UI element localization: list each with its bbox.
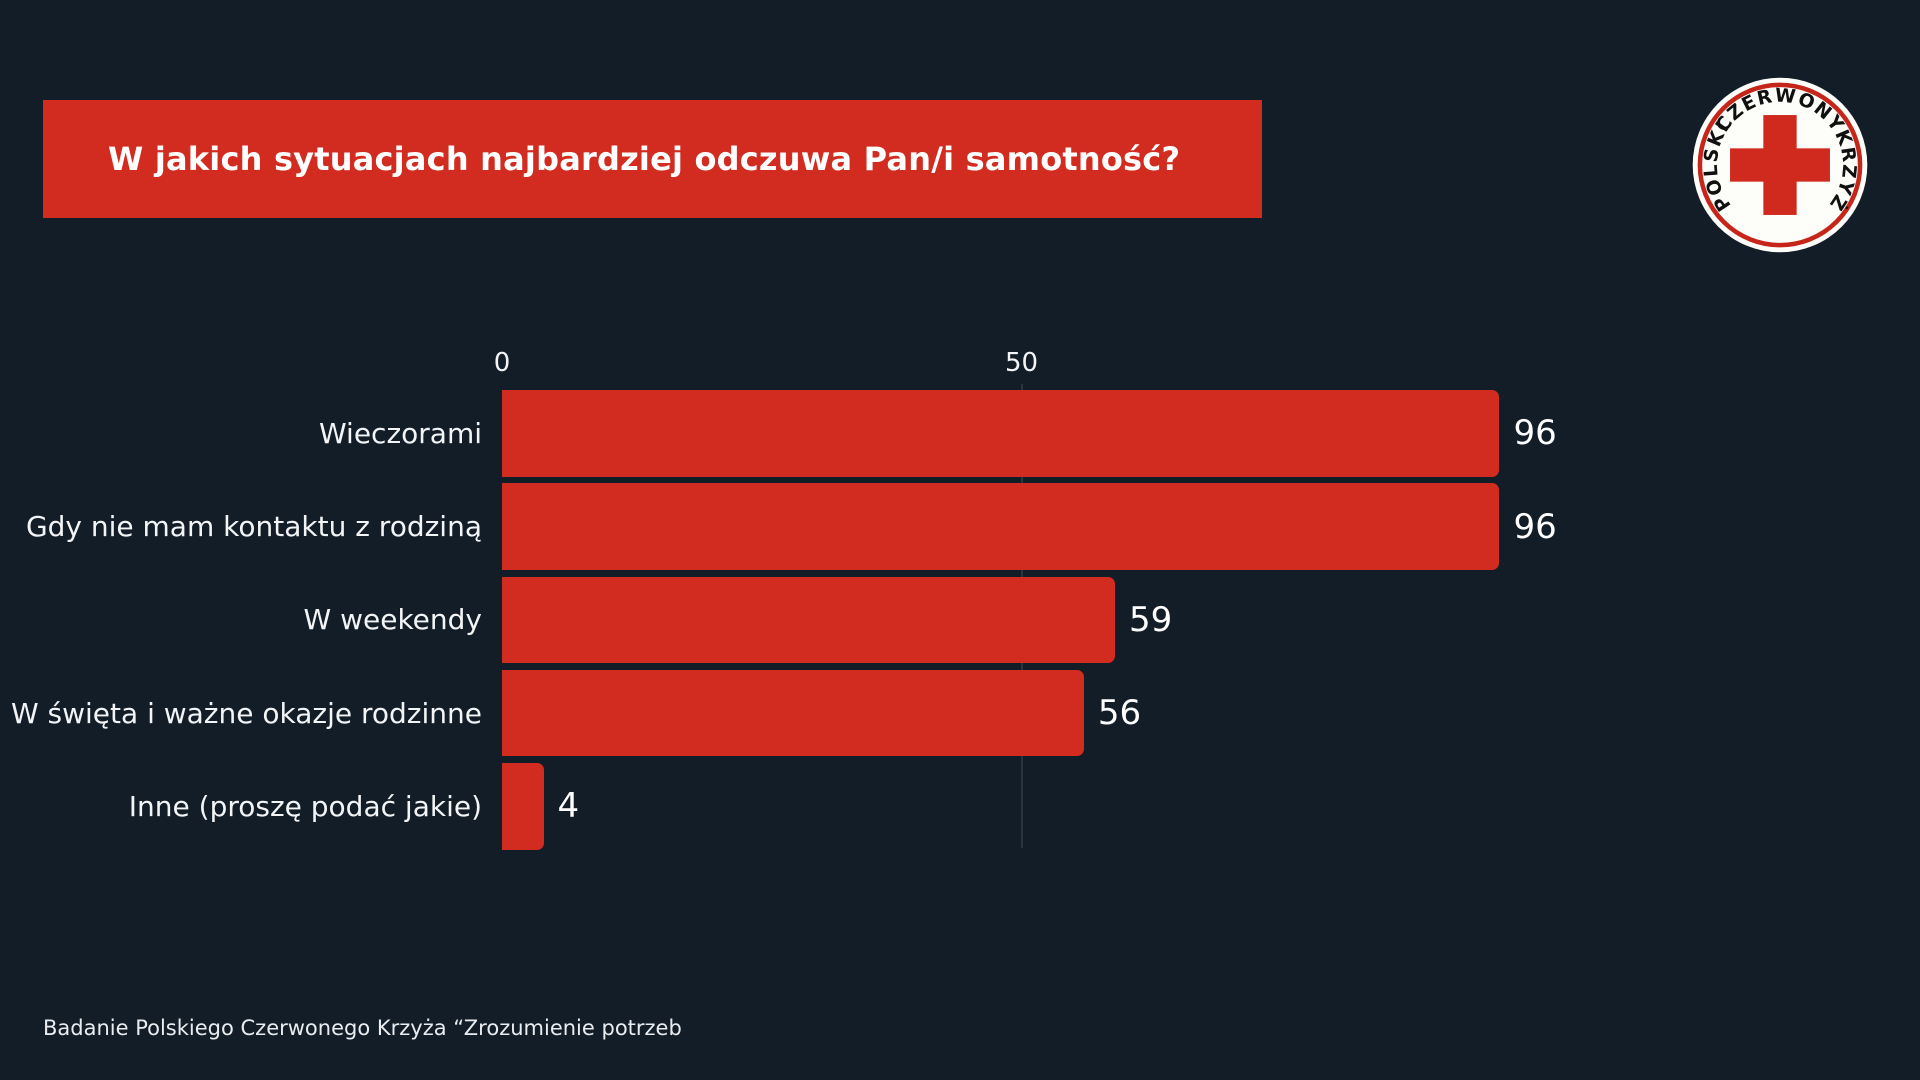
logo-ring bbox=[1697, 82, 1863, 248]
bar bbox=[502, 669, 1084, 757]
value-label: 4 bbox=[557, 786, 580, 827]
category-label: W weekendy bbox=[303, 603, 482, 637]
bar bbox=[502, 483, 1500, 570]
value-label: 96 bbox=[1513, 413, 1557, 454]
bar-row: W weekendy 59 bbox=[0, 576, 1920, 664]
bar-row: Wieczorami 96 bbox=[0, 390, 1920, 477]
bar-row: W święta i ważne okazje rodzinne 56 bbox=[0, 669, 1920, 757]
title-banner: W jakich sytuacjach najbardziej odczuwa … bbox=[43, 100, 1262, 218]
bar bbox=[502, 763, 544, 850]
bar-row: Inne (proszę podać jakie) 4 bbox=[0, 763, 1920, 850]
category-label: Wieczorami bbox=[318, 416, 482, 450]
category-label: Gdy nie mam kontaktu z rodziną bbox=[25, 510, 482, 544]
value-label: 96 bbox=[1513, 506, 1557, 547]
polish-red-cross-logo: POLSKI CZERWONY KRZYŻ bbox=[1690, 75, 1870, 255]
source-note: Badanie Polskiego Czerwonego Krzyża “Zro… bbox=[43, 958, 728, 1080]
value-label: 56 bbox=[1097, 693, 1142, 734]
bar bbox=[502, 576, 1115, 664]
bar bbox=[502, 390, 1500, 477]
value-label: 59 bbox=[1129, 599, 1173, 640]
red-cross-icon bbox=[1730, 148, 1830, 182]
page-title: W jakich sytuacjach najbardziej odczuwa … bbox=[108, 140, 1181, 178]
source-note-line1: Badanie Polskiego Czerwonego Krzyża “Zro… bbox=[43, 1016, 682, 1040]
category-label: W święta i ważne okazje rodzinne bbox=[10, 696, 482, 730]
x-tick-label: 0 bbox=[493, 348, 511, 378]
x-tick-label: 50 bbox=[1004, 348, 1039, 378]
bar-row: Gdy nie mam kontaktu z rodziną 96 bbox=[0, 483, 1920, 570]
red-cross-logo-icon: POLSKI CZERWONY KRZYŻ bbox=[1692, 77, 1868, 253]
category-label: Inne (proszę podać jakie) bbox=[128, 789, 482, 823]
